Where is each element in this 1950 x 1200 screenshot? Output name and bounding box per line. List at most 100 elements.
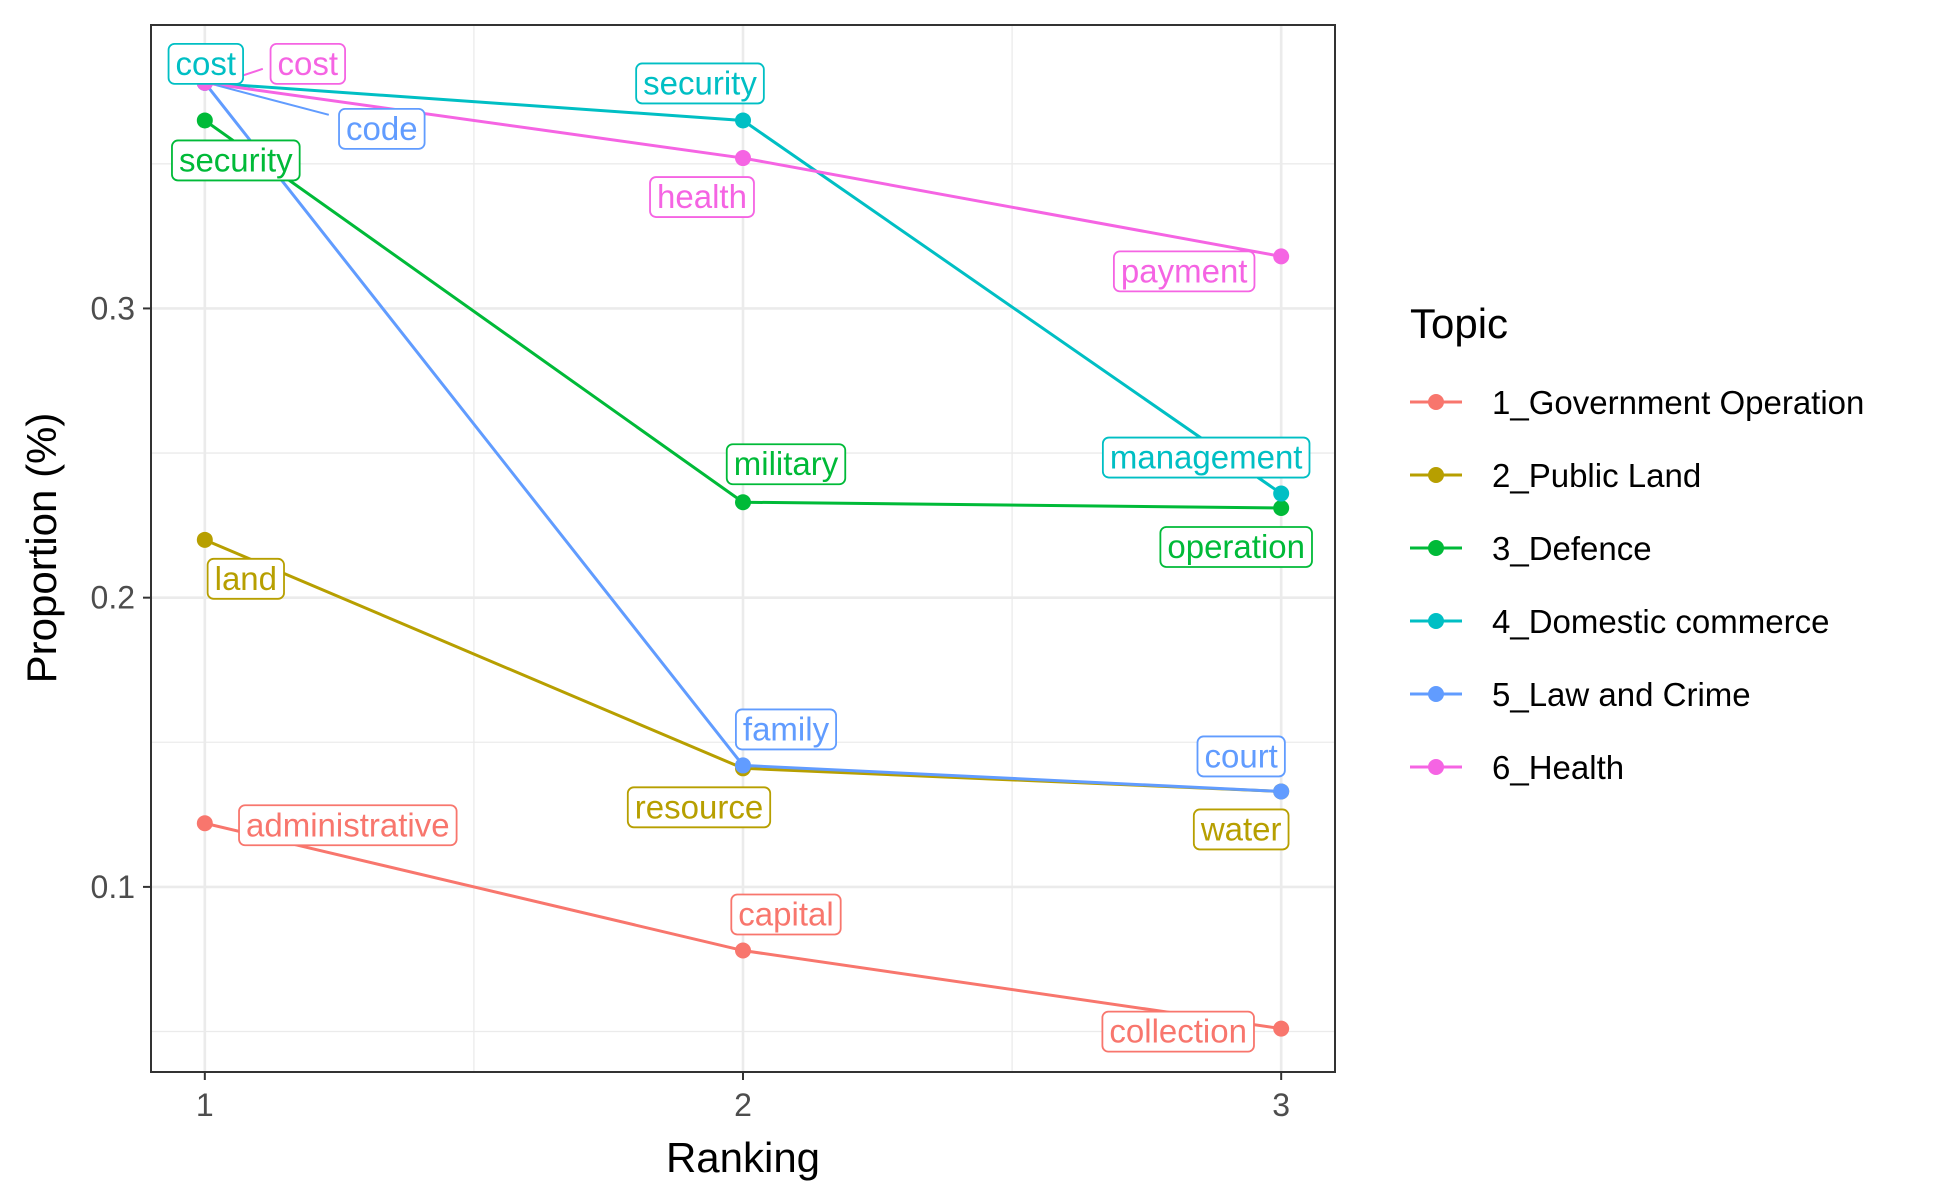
point-label: payment	[1112, 250, 1256, 293]
legend-key-point	[1428, 540, 1444, 556]
point-label-box	[730, 893, 842, 936]
point-label: cost	[167, 42, 244, 85]
point-label-text: water	[1200, 810, 1282, 847]
point-label: health	[649, 176, 755, 218]
point-label-box	[1101, 1010, 1255, 1053]
point-label-text: court	[1204, 737, 1277, 774]
point-label-box	[1101, 436, 1311, 479]
axes: 1 2 3 0.1 0.2 0.3	[91, 290, 1291, 1123]
point-label-text: military	[734, 445, 839, 482]
point-label-box	[735, 708, 837, 751]
point-label: court	[1196, 735, 1286, 778]
x-tick-label: 1	[196, 1087, 214, 1123]
point-label-box	[1112, 250, 1256, 293]
point-label-box	[167, 42, 244, 85]
data-point	[196, 815, 213, 832]
point-label-text: family	[743, 710, 830, 747]
x-tick-label: 3	[1272, 1087, 1290, 1123]
point-label: cost	[269, 42, 346, 85]
point-label-text: security	[179, 141, 293, 178]
point-label: family	[735, 708, 837, 751]
legend-item: 3_Defence	[1410, 530, 1652, 567]
legend-label: 6_Health	[1492, 749, 1624, 786]
data-point	[1273, 500, 1290, 517]
point-label-text: collection	[1109, 1013, 1247, 1050]
point-label-box	[635, 62, 765, 105]
data-point	[196, 531, 213, 548]
y-axis-title: Proportion (%)	[18, 413, 65, 684]
data-point	[735, 112, 751, 129]
legend-item: 4_Domestic commerce	[1410, 603, 1829, 640]
legend-label: 2_Public Land	[1492, 457, 1701, 494]
point-label-box	[206, 557, 285, 600]
data-point	[1273, 1020, 1290, 1037]
data-point	[735, 757, 751, 774]
point-label: military	[725, 443, 847, 486]
legend-label: 5_Law and Crime	[1492, 676, 1751, 713]
data-point	[1273, 485, 1290, 502]
point-label-box	[238, 804, 458, 847]
data-point	[735, 150, 751, 167]
point-label-text: administrative	[246, 806, 450, 843]
legend-item: 1_Government Operation	[1410, 384, 1864, 421]
data-point	[1273, 248, 1290, 265]
legend-key-point	[1428, 686, 1444, 702]
data-point	[735, 942, 751, 959]
point-label-text: cost	[176, 45, 237, 82]
point-label-text: capital	[738, 896, 833, 933]
point-label: code	[338, 107, 426, 150]
point-label: collection	[1101, 1010, 1255, 1053]
point-label-text: operation	[1167, 528, 1305, 565]
point-label-text: management	[1110, 439, 1303, 476]
legend-key-point	[1428, 394, 1444, 410]
legend: 1_Government Operation 2_Public Land 3_Def…	[1410, 384, 1864, 786]
x-tick-label: 2	[734, 1087, 752, 1123]
point-label: security	[171, 139, 301, 182]
point-label-box	[626, 786, 772, 829]
legend-title: Topic	[1410, 300, 1508, 347]
series-layer	[196, 74, 1290, 1037]
point-label: resource	[626, 786, 772, 829]
point-label: management	[1101, 436, 1311, 479]
y-tick-label: 0.1	[91, 869, 135, 905]
point-label: operation	[1159, 526, 1313, 568]
point-label: water	[1192, 808, 1290, 851]
point-label-text: health	[657, 178, 747, 215]
point-label-text: payment	[1121, 252, 1248, 289]
data-point	[196, 112, 213, 129]
legend-label: 1_Government Operation	[1492, 384, 1864, 421]
point-label-box	[649, 176, 755, 218]
legend-label: 3_Defence	[1492, 530, 1652, 567]
legend-item: 6_Health	[1410, 749, 1624, 786]
point-label-box	[725, 443, 847, 486]
point-label: capital	[730, 893, 842, 936]
legend-key-point	[1428, 759, 1444, 775]
label-leader	[214, 83, 330, 116]
point-label-text: code	[346, 110, 418, 147]
point-label-text: cost	[278, 45, 339, 82]
legend-item: 2_Public Land	[1410, 457, 1701, 494]
legend-label: 4_Domestic commerce	[1492, 603, 1829, 640]
point-label-box	[1192, 808, 1290, 851]
y-tick-label: 0.3	[91, 290, 135, 326]
legend-key-point	[1428, 467, 1444, 483]
point-label-box	[1196, 735, 1286, 778]
point-labels: administrative capital collection land resou…	[167, 42, 1313, 1053]
point-label-text: land	[215, 560, 277, 597]
point-label-box	[1159, 526, 1313, 568]
point-label: administrative	[238, 804, 458, 847]
legend-item: 5_Law and Crime	[1410, 676, 1751, 713]
point-label: security	[635, 62, 765, 105]
point-label: land	[206, 557, 285, 600]
point-label-box	[171, 139, 301, 182]
point-label-box	[269, 42, 346, 85]
x-axis-title: Ranking	[666, 1134, 820, 1181]
data-point	[735, 494, 751, 511]
legend-key-point	[1428, 613, 1444, 629]
point-label-text: security	[643, 64, 757, 101]
point-label-box	[338, 107, 426, 150]
y-tick-label: 0.2	[91, 580, 135, 616]
point-label-text: resource	[635, 788, 763, 825]
data-point	[1273, 783, 1290, 800]
